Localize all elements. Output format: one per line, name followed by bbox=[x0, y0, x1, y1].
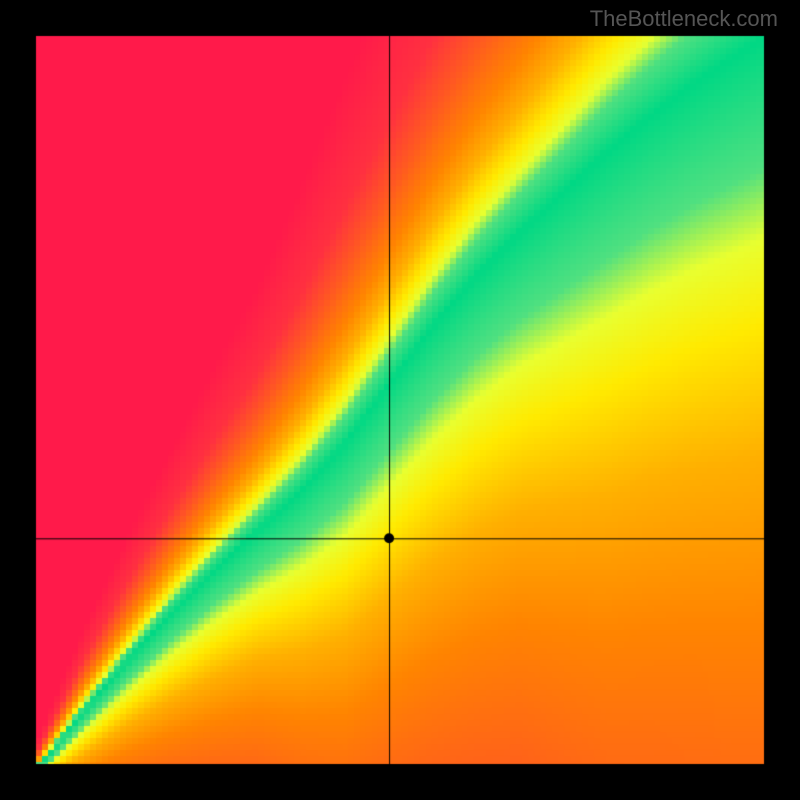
heatmap-canvas bbox=[0, 0, 800, 800]
watermark-text: TheBottleneck.com bbox=[590, 6, 778, 32]
chart-container: TheBottleneck.com bbox=[0, 0, 800, 800]
